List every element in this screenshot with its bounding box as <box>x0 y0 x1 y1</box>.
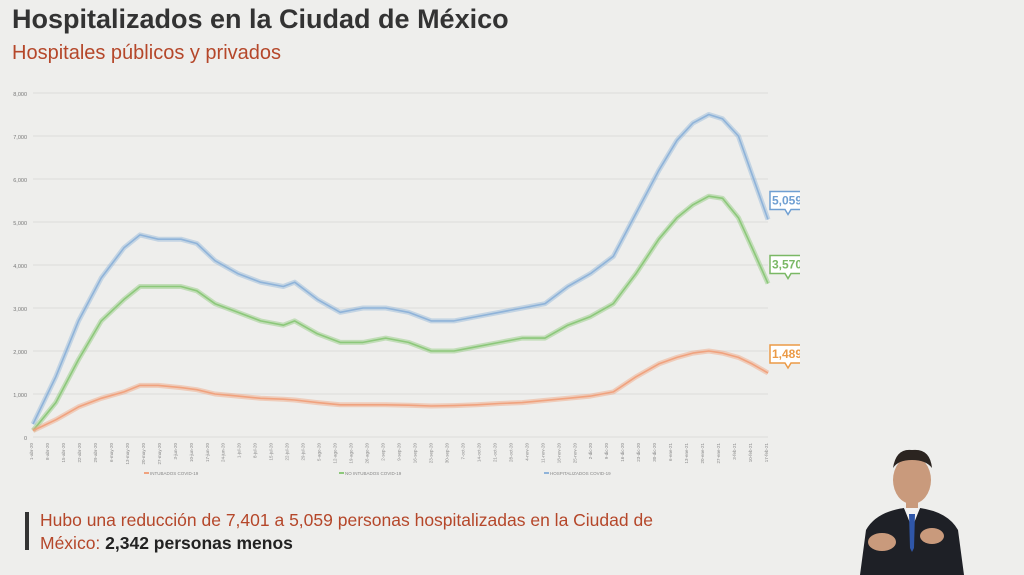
x-tick-label: 15-abr-20 <box>61 443 66 463</box>
x-tick-label: 29-abr-20 <box>93 443 98 463</box>
series-band <box>31 193 771 433</box>
legend-label: HOSPITALIZADOS COVID-19 <box>550 471 611 476</box>
x-tick-label: 6-may-20 <box>109 443 114 463</box>
page-title: Hospitalizados en la Ciudad de México <box>12 4 509 34</box>
x-tick-label: 17-jun-20 <box>205 443 210 463</box>
x-tick-label: 4-nov-20 <box>524 443 529 461</box>
value-callout-label: 3,570 <box>772 257 800 271</box>
legend-label: NO INTUBADOS COVID-19 <box>345 471 402 476</box>
series-line <box>32 350 769 432</box>
x-tick-label: 19-ago-20 <box>349 443 354 464</box>
series-band <box>31 348 770 433</box>
x-tick-label: 2-dic-20 <box>588 443 593 460</box>
sign-language-interpreter-image <box>860 449 964 575</box>
x-tick-label: 10-jun-20 <box>189 443 194 463</box>
x-tick-label: 30-dic-20 <box>652 443 657 462</box>
value-callout-label: 1,489 <box>772 347 800 361</box>
value-callout-box <box>769 254 800 280</box>
x-tick-label: 24-jun-20 <box>221 443 226 463</box>
x-tick-label: 30-sep-20 <box>444 443 449 464</box>
x-tick-label: 7-oct-20 <box>460 443 465 460</box>
y-tick-label: 1,000 <box>13 393 27 399</box>
value-callout-label: 5,059 <box>772 193 800 207</box>
footer-accent-bar <box>25 512 29 550</box>
x-tick-label: 9-sep-20 <box>397 443 402 461</box>
legend-label: INTUBADOS COVID-19 <box>150 471 199 476</box>
x-tick-label: 28-oct-20 <box>508 443 513 463</box>
x-tick-label: 27-ene-21 <box>716 443 721 464</box>
x-tick-label: 14-oct-20 <box>476 443 481 463</box>
hospitalization-chart: 0 1,000 2,000 3,000 4,000 5,000 6,000 7,000 8,00… <box>13 92 800 476</box>
y-tick-label: 4,000 <box>13 264 27 270</box>
x-tick-label: 9-dic-20 <box>604 443 609 460</box>
x-tick-label: 20-ene-21 <box>700 443 705 464</box>
x-tick-label: 21-oct-20 <box>492 443 497 463</box>
series-line <box>32 195 769 432</box>
x-tick-label: 15-jul-20 <box>269 443 274 461</box>
x-tick-label: 6-ene-21 <box>668 443 673 462</box>
footer-highlight: 2,342 personas menos <box>105 533 293 553</box>
x-tick-label: 27-may-20 <box>157 443 162 465</box>
series-band <box>30 112 771 426</box>
x-tick-label: 13-may-20 <box>125 443 130 465</box>
y-tick-label: 7,000 <box>13 135 27 141</box>
x-tick-label: 22-jul-20 <box>285 443 290 461</box>
x-tick-label: 23-sep-20 <box>428 443 433 464</box>
x-tick-label: 29-jul-20 <box>301 443 306 461</box>
x-tick-label: 16-sep-20 <box>412 443 417 464</box>
footer-summary: Hubo una reducción de 7,401 a 5,059 pers… <box>40 509 680 555</box>
y-tick-label: 8,000 <box>13 92 27 98</box>
series-line <box>32 113 769 425</box>
x-tick-label: 18-nov-20 <box>556 443 561 464</box>
x-tick-label: 1-abr-20 <box>29 443 34 461</box>
x-tick-label: 8-jul-20 <box>253 443 258 459</box>
x-tick-label: 17-feb-21 <box>764 443 769 463</box>
y-tick-label: 6,000 <box>13 178 27 184</box>
footer-text: Hubo una reducción de 7,401 a 5,059 pers… <box>40 510 653 553</box>
x-tick-label: 20-may-20 <box>141 443 146 465</box>
x-tick-label: 10-feb-21 <box>748 443 753 463</box>
y-tick-label: 3,000 <box>13 307 27 313</box>
x-tick-label: 2-sep-20 <box>381 443 386 461</box>
x-tick-label: 8-abr-20 <box>45 443 50 461</box>
x-tick-label: 3-jun-20 <box>173 443 178 460</box>
x-tick-label: 16-dic-20 <box>620 443 625 462</box>
x-tick-label: 25-nov-20 <box>572 443 577 464</box>
value-callout-box <box>769 190 800 216</box>
x-tick-label: 12-ago-20 <box>333 443 338 464</box>
page-subtitle: Hospitales públicos y privados <box>12 42 282 64</box>
x-tick-label: 22-abr-20 <box>77 443 82 463</box>
x-tick-label: 1-jul-20 <box>237 443 242 459</box>
x-tick-label: 3-feb-21 <box>732 443 737 460</box>
y-tick-label: 5,000 <box>13 221 27 227</box>
x-tick-label: 26-ago-20 <box>365 443 370 464</box>
value-callout-box <box>769 344 800 370</box>
x-tick-label: 23-dic-20 <box>636 443 641 462</box>
y-tick-label: 2,000 <box>13 350 27 356</box>
x-tick-label: 13-ene-21 <box>684 443 689 464</box>
x-tick-label: 11-nov-20 <box>540 443 545 463</box>
x-tick-label: 5-ago-20 <box>317 443 322 462</box>
y-tick-label: 0 <box>24 436 27 442</box>
